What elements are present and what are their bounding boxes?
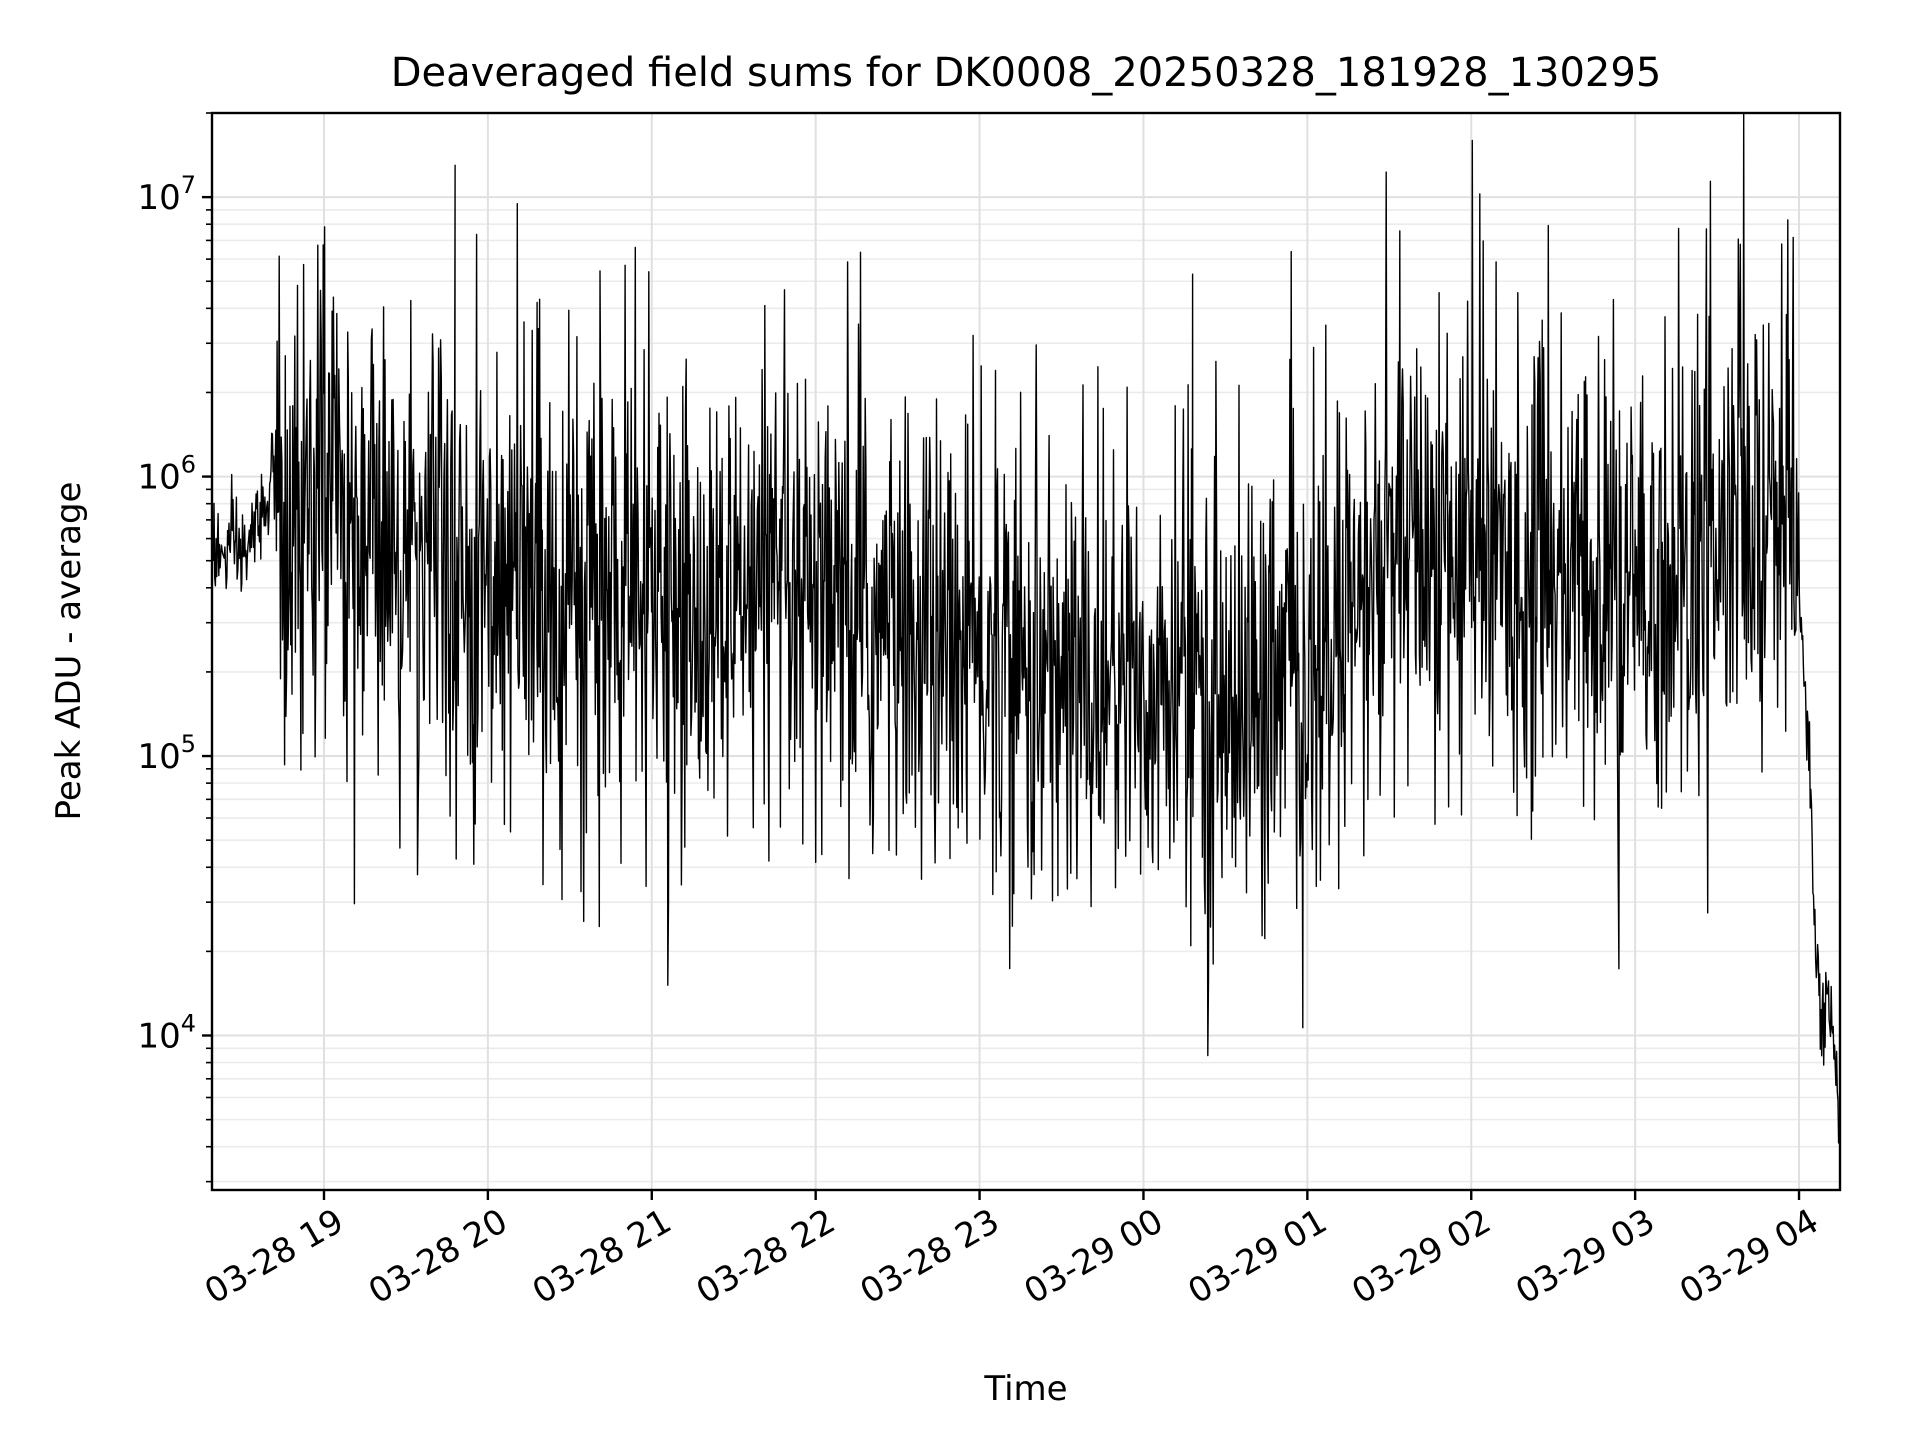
y-tick-label: 105 <box>137 730 196 777</box>
x-tick-label: 03-28 20 <box>362 1201 514 1312</box>
x-axis: 03-28 19 03-28 20 03-28 21 03-28 22 03-28 23… <box>198 1190 1826 1312</box>
x-axis-label: Time <box>983 1369 1067 1409</box>
x-tick-label: 03-28 21 <box>526 1201 678 1312</box>
y-tick-label-exponent: 4 <box>181 1010 196 1038</box>
y-tick-label-base: 10 <box>137 458 180 498</box>
y-tick-label-base: 10 <box>137 178 180 218</box>
x-tick-label: 03-29 00 <box>1018 1201 1170 1312</box>
y-tick-label-exponent: 5 <box>181 730 196 758</box>
x-tick-label: 03-29 02 <box>1345 1201 1497 1312</box>
y-tick-label-exponent: 6 <box>181 451 196 479</box>
x-tick-label: 03-29 01 <box>1181 1201 1333 1312</box>
x-tick-label: 03-28 19 <box>198 1201 350 1312</box>
y-axis-label: Peak ADU - average <box>49 482 89 821</box>
y-tick-label-base: 10 <box>137 1017 180 1057</box>
x-tick-label: 03-29 03 <box>1509 1201 1661 1312</box>
y-tick-label: 104 <box>137 1010 196 1057</box>
x-tick-label: 03-29 04 <box>1673 1201 1825 1312</box>
y-tick-label: 106 <box>137 451 196 498</box>
y-tick-label-exponent: 7 <box>181 171 196 199</box>
x-tick-label: 03-28 23 <box>854 1201 1006 1312</box>
series-line <box>211 112 1841 1155</box>
x-tick-label: 03-28 22 <box>690 1201 842 1312</box>
y-tick-label: 107 <box>137 171 196 218</box>
chart-title: Deaveraged field sums for DK0008_2025032… <box>391 50 1662 96</box>
plot-frame <box>210 111 1842 1192</box>
y-tick-label-base: 10 <box>137 737 180 777</box>
